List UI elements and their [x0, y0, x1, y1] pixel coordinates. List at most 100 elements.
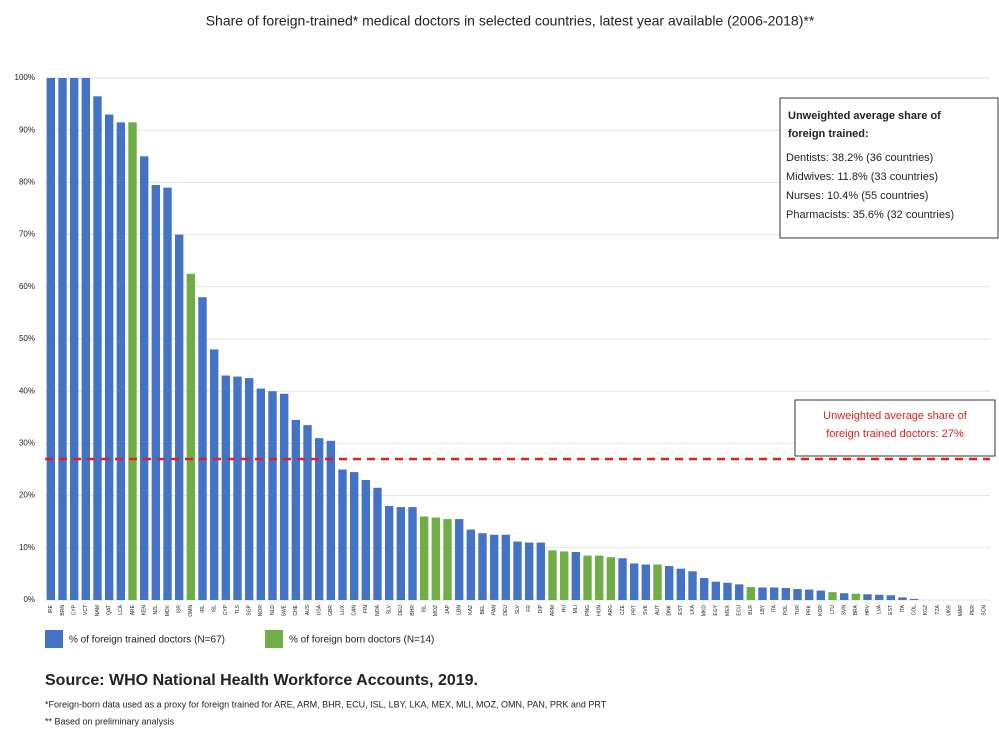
x-tick-label: EST	[888, 605, 894, 615]
bar	[104, 114, 114, 600]
x-tick-label: CHE	[293, 604, 299, 615]
x-tick-label: ARE	[130, 604, 136, 615]
bar	[536, 542, 546, 600]
bar	[571, 551, 581, 600]
bar	[758, 587, 767, 600]
bar	[781, 587, 791, 600]
bar	[606, 557, 616, 600]
x-tick-label: KAZ	[468, 605, 474, 615]
info-box	[779, 97, 999, 239]
x-tick-label: LKA	[690, 604, 696, 614]
x-tick-label: LVA	[876, 604, 882, 613]
y-tick-label: 60%	[19, 282, 35, 291]
annotation-box	[794, 399, 996, 457]
annotation-text: foreign trained doctors: 27%	[826, 428, 964, 440]
info-line: Nurses: 10.4% (55 countries)	[786, 190, 928, 202]
bar	[863, 594, 872, 600]
x-tick-label: BHR	[410, 605, 416, 616]
x-tick-label: DEU	[398, 605, 404, 616]
x-tick-label: QAT	[106, 605, 112, 615]
bar	[163, 187, 172, 600]
bar	[454, 519, 464, 600]
x-tick-label: PER	[970, 605, 976, 616]
x-tick-label: ITA	[900, 604, 906, 612]
bar	[373, 487, 382, 600]
bar	[268, 391, 277, 600]
bar	[513, 541, 522, 600]
x-tick-label: LTU	[830, 605, 836, 614]
x-tick-label: AUT	[655, 605, 661, 615]
x-tick-label: SCN	[981, 605, 987, 616]
bar	[501, 534, 511, 600]
x-tick-label: PNG	[585, 605, 591, 616]
bar	[793, 589, 802, 600]
x-tick-label: HRV	[865, 604, 871, 615]
bar	[139, 156, 149, 601]
bar	[769, 587, 779, 600]
bar	[279, 393, 289, 600]
x-tick-label: ARM	[550, 605, 556, 616]
y-tick-label: 80%	[19, 178, 35, 187]
info-line: Dentists: 38.2% (36 countries)	[786, 152, 933, 164]
x-tick-label: BRN	[60, 605, 66, 616]
y-tick-label: 70%	[19, 230, 35, 239]
bar	[524, 542, 534, 600]
x-tick-label: CYP	[71, 604, 77, 615]
x-tick-label: BEL	[480, 605, 486, 615]
x-tick-label: CZE	[620, 604, 626, 615]
x-tick-label: UKR	[946, 605, 952, 616]
bar	[653, 564, 662, 600]
x-tick-label: LBN	[456, 605, 462, 615]
x-tick-label: AUS	[305, 604, 311, 615]
x-tick-label: SWE	[281, 604, 287, 616]
bar	[408, 507, 417, 600]
y-tick-label: 100%	[15, 73, 35, 82]
x-tick-label: NOR	[258, 605, 264, 617]
bar	[93, 96, 102, 601]
bar	[291, 419, 301, 600]
bar	[361, 479, 371, 600]
footnote: *Foreign-born data used as a proxy for f…	[45, 699, 607, 709]
x-tick-label: ECU	[736, 605, 742, 616]
bar	[69, 78, 79, 600]
x-tick-label: LCA	[118, 604, 124, 614]
x-tick-label: MDV	[165, 604, 171, 616]
x-tick-label: FR	[526, 605, 532, 612]
x-tick-label: LUX	[340, 604, 346, 614]
bar	[58, 78, 67, 600]
x-tick-label: MEX	[725, 604, 731, 616]
x-tick-label: NOA	[375, 604, 381, 616]
bar	[839, 593, 849, 600]
x-tick-label: ARG	[608, 605, 614, 616]
x-tick-label: TZA	[935, 604, 941, 614]
x-tick-label: MLI	[573, 605, 579, 613]
x-tick-label: GBR	[328, 605, 334, 616]
bar	[326, 440, 336, 600]
bar	[699, 578, 709, 600]
bar	[489, 534, 499, 600]
bar	[116, 122, 126, 601]
info-line: Pharmacists: 35.6% (32 countries)	[786, 209, 954, 221]
x-tick-label: JAP	[445, 604, 451, 614]
x-tick-label: SGP	[246, 604, 252, 615]
bar	[174, 234, 184, 600]
bar	[909, 598, 919, 600]
bar	[746, 586, 756, 600]
x-tick-label: BRA	[853, 604, 859, 615]
bar	[641, 564, 651, 600]
bar	[723, 582, 732, 600]
bar	[618, 558, 627, 600]
legend-label: % of foreign trained doctors (N=67)	[69, 635, 225, 646]
x-tick-label: FIN	[363, 605, 369, 613]
x-tick-label: SLV	[515, 604, 521, 614]
bar	[594, 555, 604, 600]
x-tick-label: CAN	[351, 605, 357, 616]
x-tick-label: MAR	[958, 605, 964, 617]
x-tick-label: EGY	[713, 604, 719, 615]
y-tick-label: 20%	[19, 491, 35, 500]
bar	[466, 529, 476, 600]
bar	[711, 581, 721, 600]
x-tick-label: MOZ	[433, 605, 439, 616]
legend-swatch	[265, 630, 283, 648]
